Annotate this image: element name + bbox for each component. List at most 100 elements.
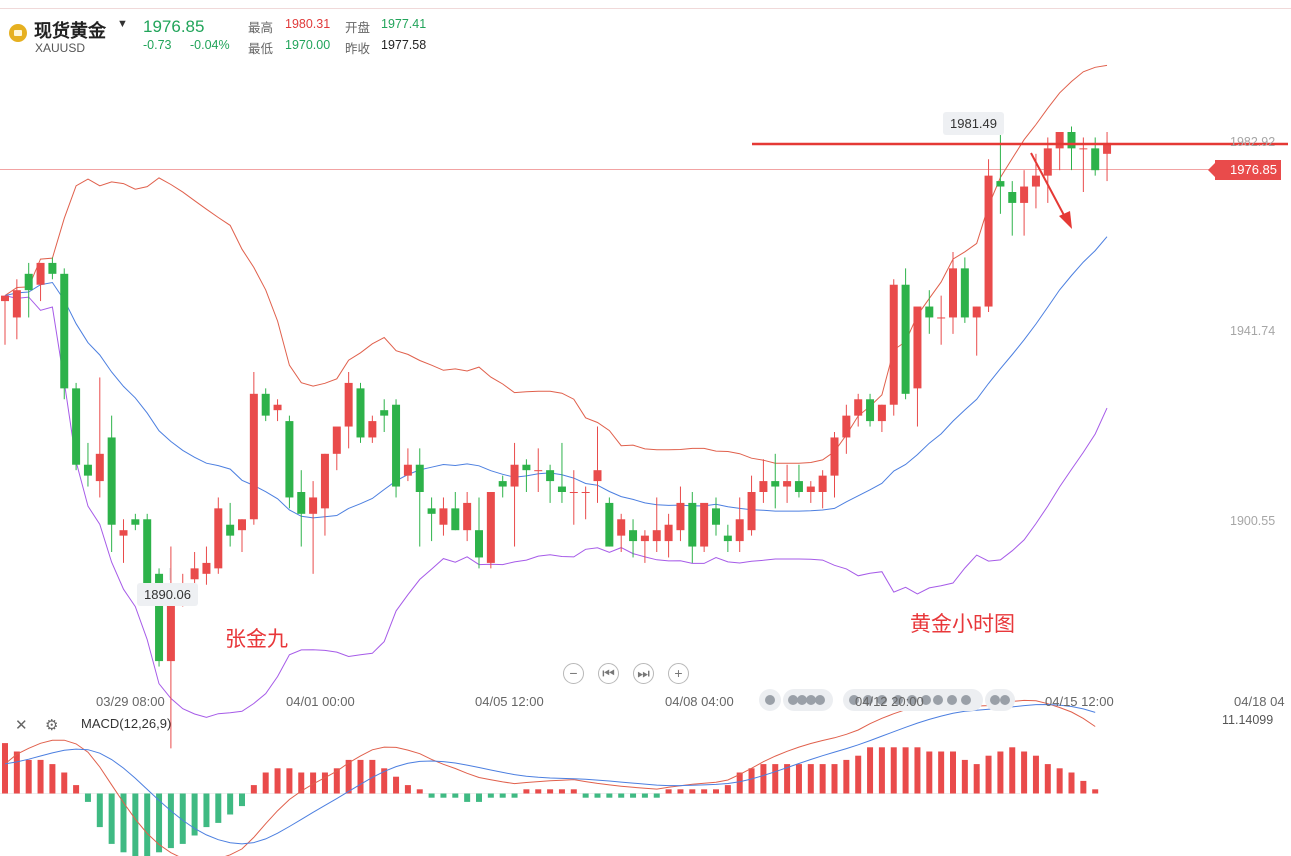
macd-bar (914, 747, 921, 794)
macd-bar (653, 793, 660, 798)
macd-bar (772, 764, 779, 794)
candle-body (510, 464, 519, 487)
candle-body (332, 426, 341, 454)
candle-body (913, 306, 922, 389)
candle-body (818, 475, 827, 492)
macd-bar (1080, 780, 1087, 794)
candle-body (830, 437, 839, 476)
macd-bar (298, 772, 305, 794)
instrument-symbol: XAUUSD (35, 41, 86, 55)
candle-body (95, 453, 104, 482)
macd-bar (926, 751, 933, 794)
candle-body (12, 290, 21, 318)
macd-bar (594, 793, 601, 798)
y-tick-1: 1982.92 (1230, 135, 1276, 149)
macd-bar (973, 764, 980, 794)
macd-bar (606, 793, 613, 798)
scroll-right-button[interactable]: ⏭ (633, 663, 654, 684)
price-change-pct: -0.04% (190, 38, 230, 52)
drawing-marker[interactable] (783, 689, 833, 711)
candle-body (640, 535, 649, 542)
drawing-marker[interactable] (843, 689, 983, 711)
candle-body (475, 530, 483, 558)
candle-body (439, 508, 448, 525)
zoom-in-button[interactable]: + (668, 663, 689, 684)
candle-body (937, 317, 946, 319)
macd-bar (582, 793, 589, 798)
macd-bar (286, 768, 293, 794)
author-annotation: 张金九 (225, 628, 288, 651)
candle-body (688, 502, 697, 547)
macd-bar (950, 751, 956, 794)
candle-body (664, 524, 673, 542)
macd-label: MACD(12,26,9) (81, 716, 172, 731)
candle-body (700, 502, 709, 547)
candle-body (1055, 132, 1064, 149)
zoom-out-button[interactable]: − (563, 663, 584, 684)
candle-body (166, 590, 175, 662)
candle-body (735, 519, 744, 542)
x-tick: 04/12 20:00 (855, 694, 924, 709)
macd-bar (203, 793, 210, 828)
low-price-tag: 1890.06 (137, 583, 198, 606)
macd-bar (132, 793, 139, 856)
macd-bar (641, 793, 648, 798)
top-border (0, 8, 1291, 9)
candle-body (949, 268, 957, 318)
macd-bar (156, 793, 163, 853)
candle-body (1, 295, 9, 302)
candle-body (486, 492, 495, 563)
candle-body (368, 421, 377, 438)
candle-body (380, 410, 389, 416)
macd-bar (357, 759, 364, 794)
macd-bar (689, 789, 696, 794)
macd-bar (393, 776, 400, 794)
candle-body (285, 421, 294, 498)
macd-bar (1044, 764, 1051, 794)
macd-bar (547, 789, 554, 794)
macd-bar (807, 764, 814, 794)
gear-icon[interactable]: ⚙ (45, 717, 59, 734)
candle-body (1067, 132, 1076, 149)
macd-bar (570, 789, 577, 794)
drawing-marker[interactable] (759, 689, 781, 711)
down-arrow-shaft (1030, 152, 1067, 220)
macd-bar (144, 793, 151, 856)
open-value: 1977.41 (381, 17, 427, 31)
candle-body (960, 268, 969, 318)
candle-body (143, 519, 152, 596)
macd-bar (167, 793, 174, 849)
candle-body (214, 508, 223, 569)
candle-body (901, 284, 910, 394)
x-tick: 04/18 04 (1234, 694, 1285, 709)
candle-body (712, 508, 720, 525)
down-arrow-head (1059, 211, 1072, 229)
candle-body (72, 388, 81, 465)
chevron-down-icon[interactable]: ▼ (117, 18, 128, 30)
macd-bar (84, 793, 91, 802)
candle-body (60, 273, 69, 389)
candle-body (24, 273, 33, 291)
candle-body (131, 519, 140, 525)
macd-bar (985, 755, 992, 794)
candle-body (83, 464, 92, 476)
candle-body (1079, 148, 1088, 150)
macd-bar (13, 751, 20, 794)
instrument-name[interactable]: 现货黄金 (34, 21, 106, 41)
candle-body (806, 486, 815, 492)
scroll-left-button[interactable]: ⏮ (598, 663, 619, 684)
high-label: 最高 (248, 21, 274, 35)
candle-body (723, 535, 732, 542)
drawing-marker[interactable] (985, 689, 1015, 711)
candle-body (403, 464, 412, 476)
bollinger-middle-band (4, 236, 1108, 519)
macd-bar (440, 793, 447, 798)
x-tick: 04/05 12:00 (475, 694, 544, 709)
bollinger-upper-band (4, 64, 1108, 464)
macd-bar (760, 764, 767, 794)
macd-bar (1032, 755, 1039, 794)
candle-body (356, 388, 365, 438)
macd-bar (1092, 789, 1099, 794)
close-icon[interactable]: ✕ (15, 717, 28, 734)
